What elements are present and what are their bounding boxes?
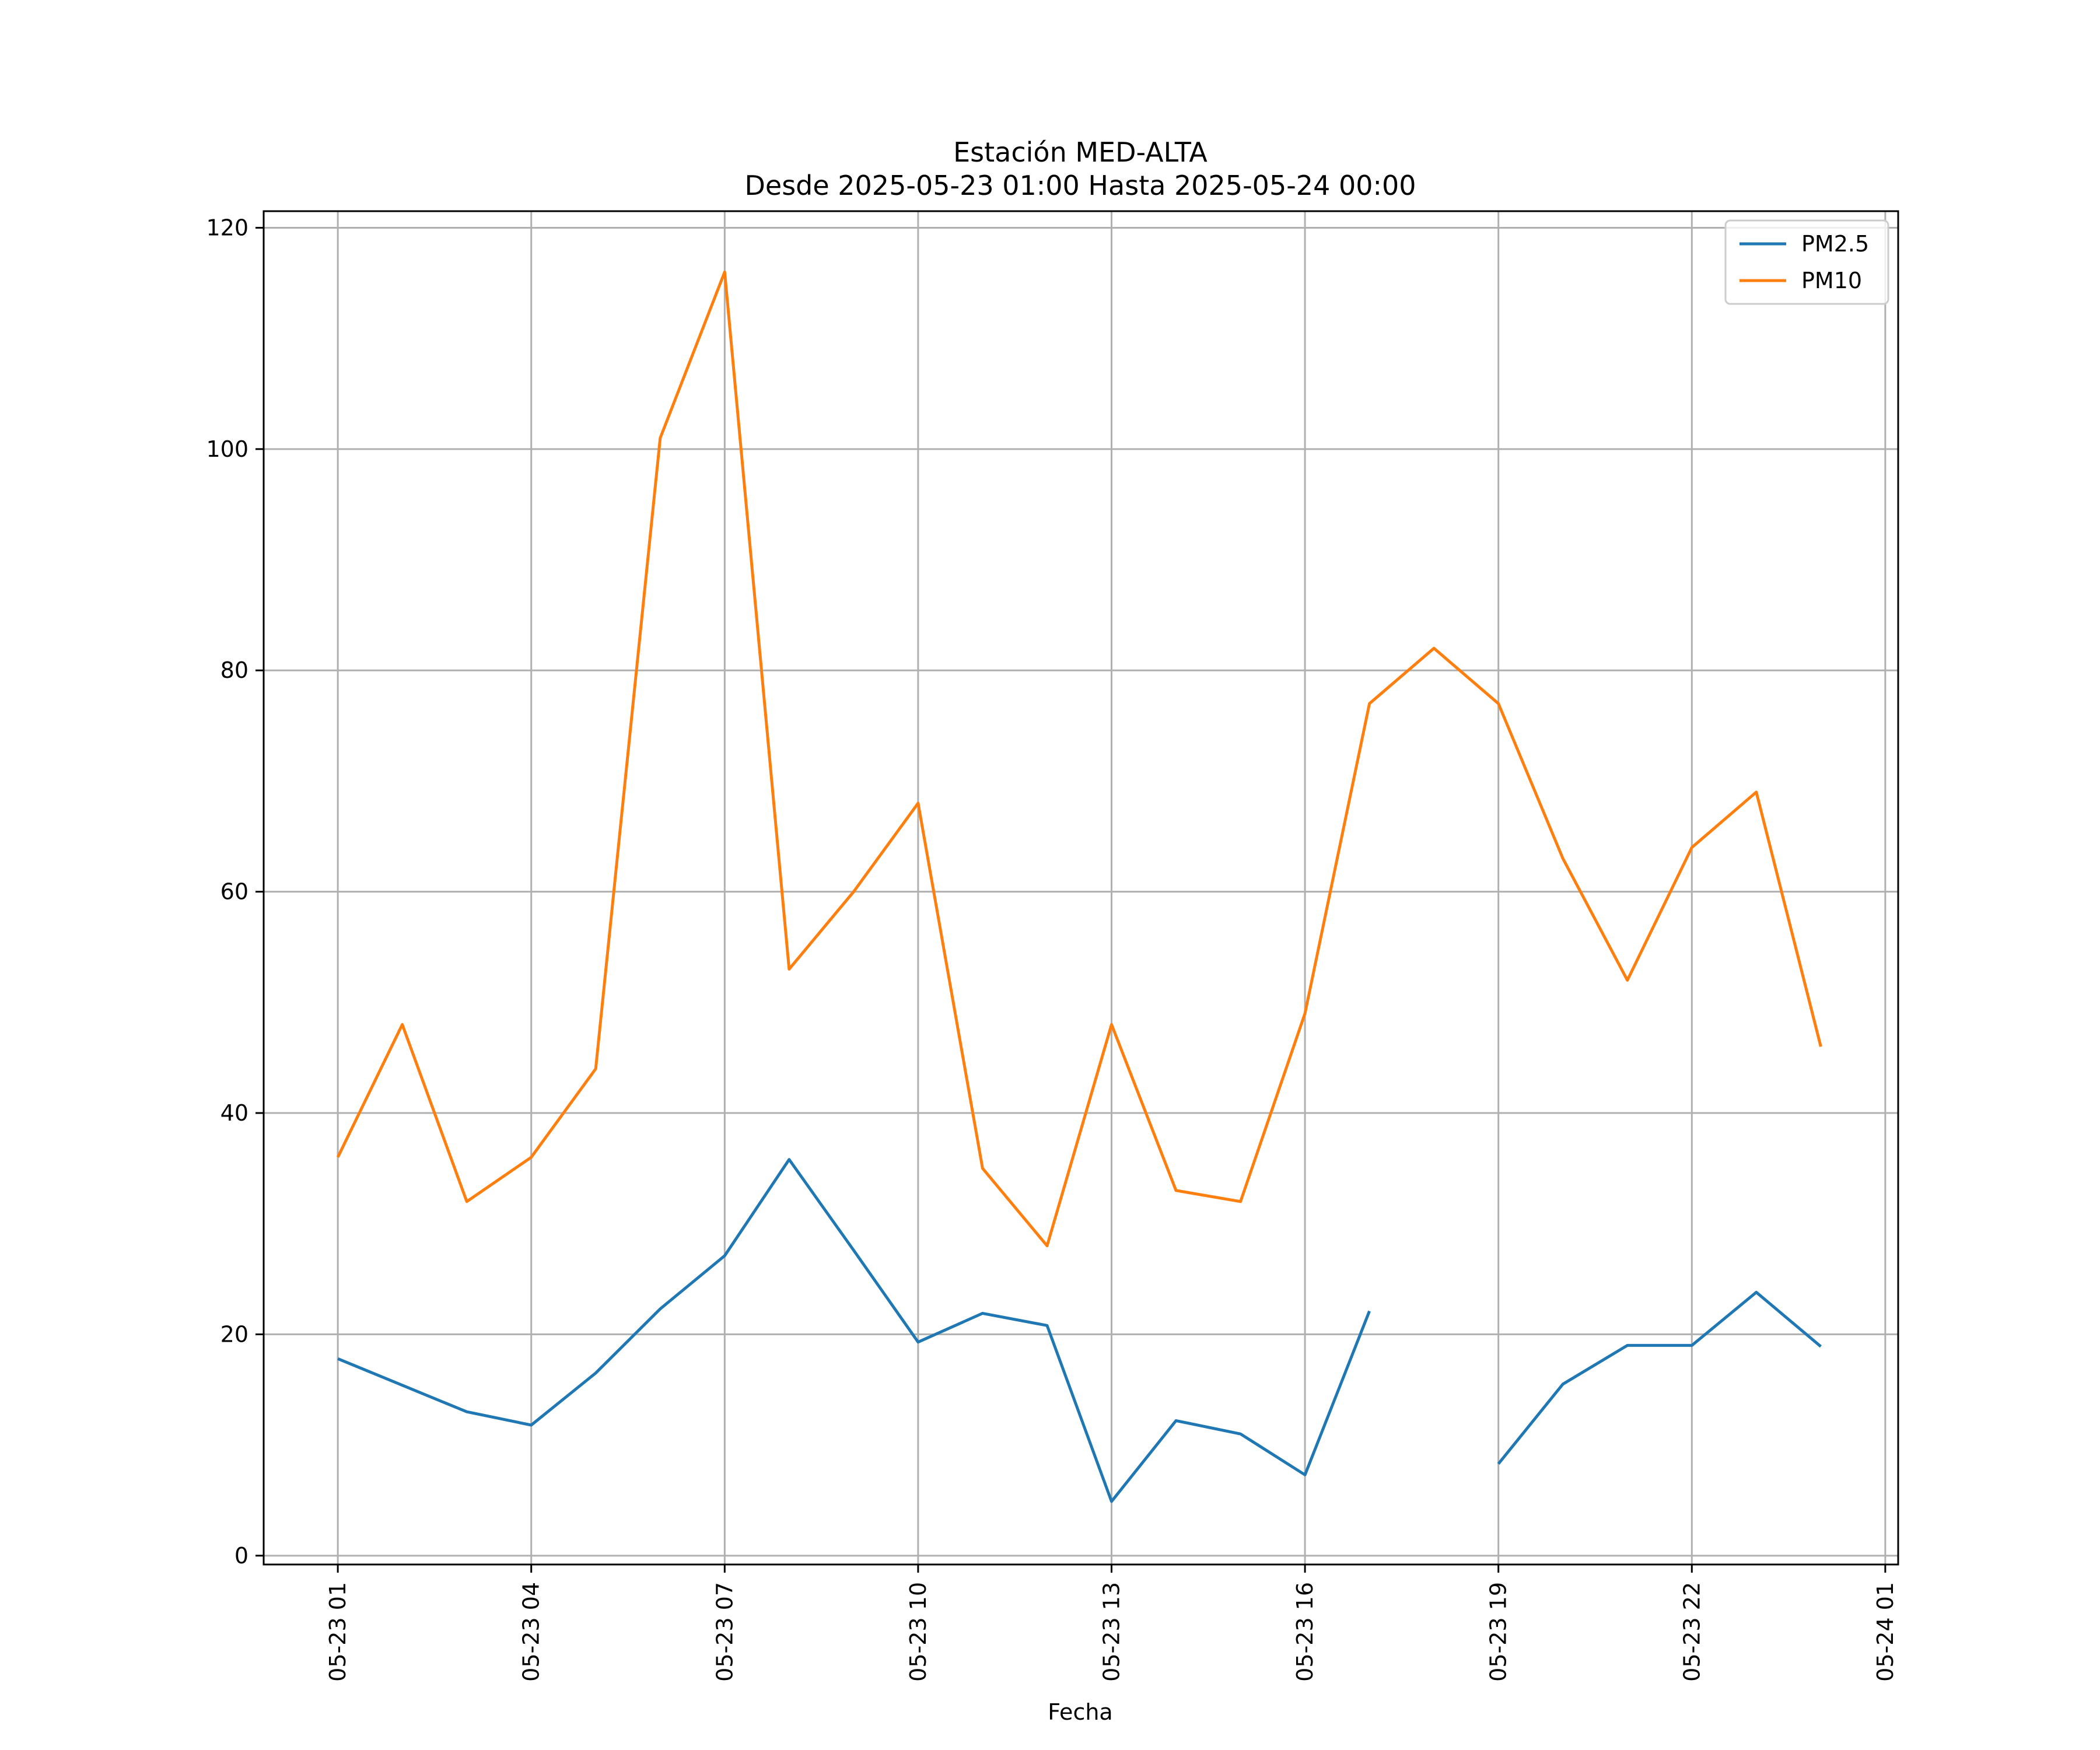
chart-title: Estación MED-ALTA <box>953 136 1208 168</box>
y-tick-label: 20 <box>220 1321 249 1347</box>
axes: 05-23 01 05-23 04 05-23 07 05-23 10 05-23 13… <box>206 210 1899 1682</box>
x-tick-label: 05-23 19 <box>1486 1582 1511 1682</box>
x-tick-label: 05-24 01 <box>1873 1582 1898 1682</box>
legend-frame <box>1724 219 1889 305</box>
chart-subtitle: Desde 2025-05-23 01:00 Hasta 2025-05-24 … <box>744 170 1416 201</box>
y-tick-label: 80 <box>220 657 249 683</box>
x-axis-label: Fecha <box>1048 1699 1112 1725</box>
y-tick-label: 60 <box>220 879 249 905</box>
y-tick-label: 120 <box>206 215 249 240</box>
legend: PM2.5 PM10 <box>1724 219 1889 305</box>
x-tick-label: 05-23 01 <box>325 1582 351 1682</box>
x-tick-label: 05-23 04 <box>519 1582 544 1682</box>
series-line-pm10 <box>336 270 1822 1248</box>
y-tick-label: 100 <box>206 436 249 462</box>
legend-label-pm25: PM2.5 <box>1801 231 1869 257</box>
series-line-pm25 <box>337 1158 1822 1503</box>
y-tick-label: 0 <box>235 1543 249 1569</box>
y-tick-label: 40 <box>220 1100 249 1126</box>
x-tick-label: 05-23 07 <box>712 1582 737 1682</box>
x-tick-label: 05-23 10 <box>905 1582 931 1682</box>
x-tick-label: 05-23 16 <box>1292 1582 1318 1682</box>
grid <box>264 211 1898 1564</box>
x-tick-label: 05-23 22 <box>1679 1582 1704 1682</box>
series-layer <box>336 270 1822 1503</box>
plot-frame <box>262 210 1899 1566</box>
legend-label-pm10: PM10 <box>1801 268 1862 293</box>
x-tick-label: 05-23 13 <box>1099 1582 1125 1682</box>
